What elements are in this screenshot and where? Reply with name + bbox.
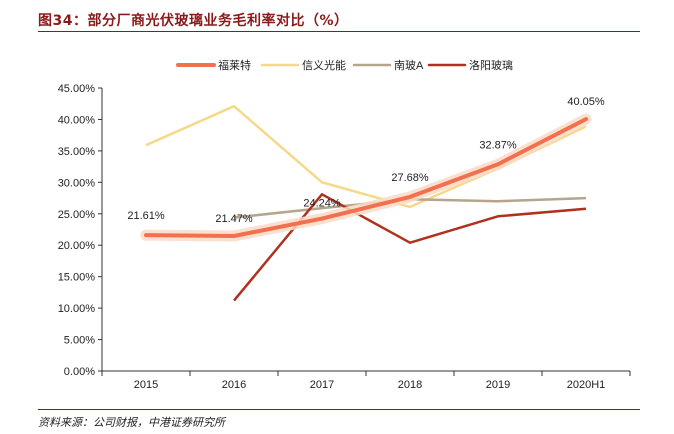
x-tick-label: 2020H1 [567, 379, 606, 391]
x-tick-label: 2017 [310, 379, 334, 391]
line-chart: 0.00% 5.00% 10.00% 15.00% 20.00% 25.00% 30.00%… [58, 58, 631, 391]
x-tick-label: 2019 [486, 379, 510, 391]
data-labels: 21.61% 21.47% 24.24% 27.68% 32.87% 40.05% [127, 96, 605, 225]
x-tick-label: 2016 [222, 379, 246, 391]
y-tick-label: 40.00% [58, 114, 96, 126]
legend-label: 信义光能 [302, 58, 346, 72]
y-tick-label: 10.00% [58, 303, 96, 315]
figure-title: 图34：部分厂商光伏玻璃业务毛利率对比（%） [38, 13, 349, 29]
source-note: 资料来源：公司财报，中港证券研究所 [38, 416, 225, 429]
x-tick-label: 2015 [134, 379, 158, 391]
data-label: 21.61% [127, 210, 165, 222]
title-rule [38, 31, 640, 32]
x-tick-label: 2018 [398, 379, 422, 391]
legend-label: 福莱特 [218, 58, 251, 72]
y-tick-label: 20.00% [58, 240, 96, 252]
data-label: 21.47% [215, 213, 253, 225]
series-line-luoyang [233, 193, 587, 302]
footer-rule [38, 409, 640, 410]
y-tick-label: 30.00% [58, 177, 96, 189]
legend-label: 南玻A [394, 59, 424, 72]
data-label: 32.87% [479, 139, 517, 151]
y-tick-label: 45.00% [58, 83, 96, 95]
series-line-fulaite [144, 117, 588, 238]
legend-label: 洛阳玻璃 [469, 58, 513, 72]
y-tick-label: 0.00% [64, 366, 95, 378]
data-label: 40.05% [567, 96, 605, 108]
series-layer [140, 104, 592, 302]
y-tick-label: 25.00% [58, 209, 96, 221]
y-tick-label: 5.00% [64, 335, 95, 347]
y-tick-label: 35.00% [58, 146, 96, 158]
chart-legend: 福莱特 信义光能 南玻A 洛阳玻璃 [176, 58, 513, 72]
chart-axes: 0.00% 5.00% 10.00% 15.00% 20.00% 25.00% 30.00%… [58, 83, 631, 391]
data-label: 24.24% [303, 198, 341, 210]
y-tick-label: 15.00% [58, 272, 96, 284]
data-label: 27.68% [391, 172, 429, 184]
